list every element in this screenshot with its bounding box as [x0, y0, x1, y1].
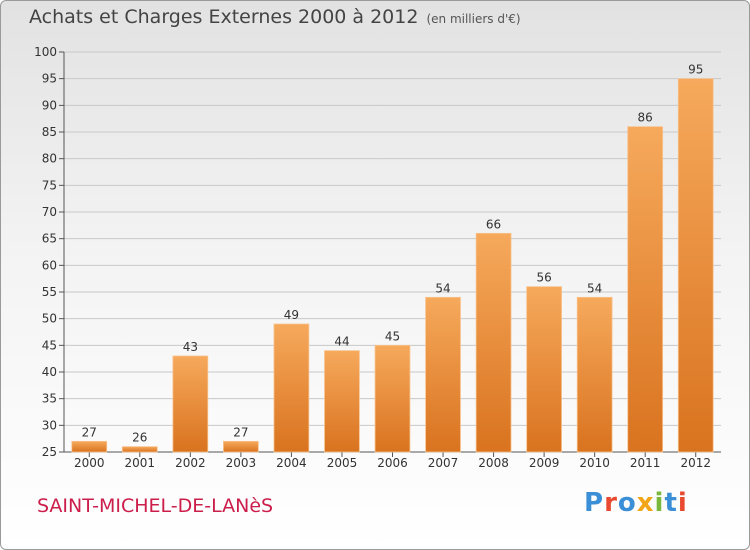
bar-2002: [172, 355, 209, 453]
y-tick-label: 45: [42, 338, 57, 352]
y-tick-label: 70: [42, 205, 57, 219]
bar-2001: [121, 446, 158, 453]
logo-letter: r: [604, 488, 618, 518]
bar-2006: [374, 344, 411, 453]
x-tick-label: 2005: [327, 456, 358, 470]
chart-unit: (en milliers d'€): [426, 12, 521, 26]
y-tick-label: 100: [34, 45, 57, 59]
bar-2011: [627, 126, 664, 453]
y-tick-label: 35: [42, 392, 57, 406]
y-tick-label: 80: [42, 152, 57, 166]
x-tick-label: 2000: [74, 456, 105, 470]
logo-letter: P: [584, 488, 605, 518]
y-tick-label: 65: [42, 232, 57, 246]
y-tick-label: 50: [42, 312, 57, 326]
bar-2010: [576, 296, 613, 453]
bar-value-label: 49: [284, 308, 299, 322]
x-tick-label: 2010: [579, 456, 610, 470]
bar-value-label: 26: [132, 431, 147, 445]
bar-2000: [71, 440, 108, 453]
bar-value-label: 43: [183, 340, 198, 354]
bar-value-label: 27: [82, 425, 97, 439]
logo-letter: i: [677, 488, 688, 518]
y-tick-label: 55: [42, 285, 57, 299]
x-tick-label: 2011: [630, 456, 661, 470]
x-tick-label: 2004: [276, 456, 307, 470]
y-tick-label: 40: [42, 365, 57, 379]
commune-name: SAINT-MICHEL-DE-LANèS: [37, 495, 274, 517]
logo-letter: t: [664, 488, 678, 518]
bar-value-label: 54: [587, 281, 602, 295]
y-tick-label: 60: [42, 258, 57, 272]
bar-value-label: 66: [486, 217, 501, 231]
x-tick-label: 2003: [226, 456, 257, 470]
labels: 27 26 43 27 49 44 45 54 66 56 54 86 95: [82, 63, 704, 445]
bar-value-label: 56: [536, 271, 551, 285]
bar-2012: [677, 78, 714, 453]
y-tick-label: 90: [42, 98, 57, 112]
y-tick-label: 85: [42, 125, 57, 139]
y-tick-label: 75: [42, 178, 57, 192]
chart-title-text: Achats et Charges Externes 2000 à 2012: [29, 6, 419, 28]
logo-letter: i: [654, 488, 665, 518]
x-tick-label: 2008: [478, 456, 509, 470]
x-tick-label: 2001: [125, 456, 156, 470]
bar-value-label: 86: [638, 111, 653, 125]
bar-2005: [324, 350, 360, 453]
bar-2004: [273, 323, 310, 453]
bar-value-label: 45: [385, 329, 400, 343]
bar-2003: [223, 440, 259, 453]
chart-title: Achats et Charges Externes 2000 à 2012 (e…: [29, 6, 521, 28]
bar-value-label: 95: [688, 63, 703, 77]
x-tick-label: 2009: [529, 456, 560, 470]
bar-value-label: 54: [435, 281, 450, 295]
bar-2008: [475, 232, 512, 453]
bar-value-label: 44: [334, 335, 349, 349]
bar-2009: [526, 286, 562, 453]
x-tick-label: 2002: [175, 456, 206, 470]
y-tick-label: 25: [42, 445, 57, 459]
logo-letter: x: [636, 488, 655, 518]
y-tick-label: 95: [42, 72, 57, 86]
x-tick-label: 2006: [377, 456, 408, 470]
axes: 25 30 35 40 45 50 55 60 65 70 75 80 85 90 95 100 2000 200…: [34, 45, 721, 470]
bars: [71, 78, 714, 453]
y-tick-label: 30: [42, 418, 57, 432]
x-tick-label: 2007: [428, 456, 459, 470]
proxiti-logo[interactable]: Proxiti: [584, 488, 688, 518]
bar-2007: [425, 296, 461, 453]
x-tick-label: 2012: [680, 456, 711, 470]
bar-value-label: 27: [233, 425, 248, 439]
logo-letter: o: [617, 488, 637, 518]
